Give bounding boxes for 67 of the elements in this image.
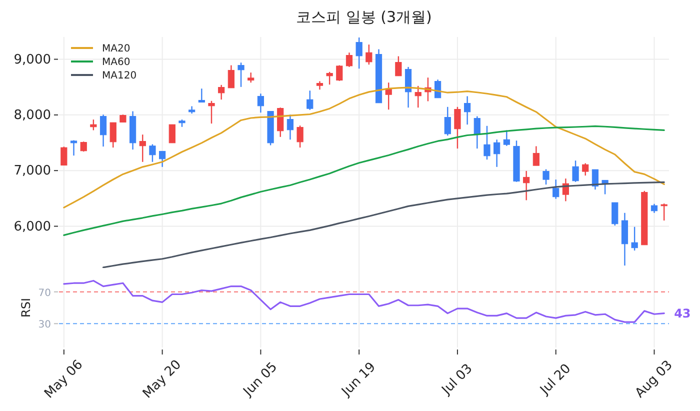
candlestick	[248, 72, 254, 84]
y-tick-label: 30	[38, 320, 51, 331]
x-tick-label: Jul 03	[438, 361, 476, 398]
x-tick-label: Jul 20	[536, 361, 574, 398]
data-label: 43	[674, 306, 691, 320]
y-tick-label: 9,000	[14, 52, 51, 68]
x-tick-label: Jun 19	[338, 360, 379, 400]
candlestick	[296, 124, 304, 148]
candlestick	[60, 146, 68, 166]
candlestick	[168, 124, 176, 144]
candlestick	[523, 170, 530, 201]
candlestick	[326, 71, 333, 86]
y-tick-label: 6,000	[14, 219, 51, 234]
candlestick	[464, 96, 471, 126]
y-tick-label: 70	[38, 288, 51, 299]
candlestick	[414, 85, 422, 108]
legend-label: MA20	[102, 44, 130, 54]
candlestick	[494, 138, 500, 168]
candlestick	[503, 130, 510, 146]
candlestick	[356, 37, 362, 70]
candlestick	[198, 88, 205, 103]
candlestick	[444, 106, 451, 136]
legend-label: MA60	[102, 57, 130, 68]
candlestick	[159, 150, 166, 168]
candlestick	[454, 106, 461, 150]
chart-title: 코스피 일봉 (3개월)	[296, 8, 432, 26]
candlestick	[286, 114, 294, 140]
candlestick	[385, 82, 392, 110]
candlestick	[336, 64, 343, 82]
line-series	[63, 280, 665, 323]
candlestick	[572, 160, 579, 182]
candlestick	[139, 134, 146, 163]
candlestick	[484, 125, 490, 160]
candlestick	[208, 100, 215, 124]
candlestick	[110, 122, 116, 148]
candlestick	[149, 144, 156, 163]
candlestick	[228, 64, 234, 89]
candlestick	[592, 168, 599, 190]
candlestick	[612, 202, 618, 226]
candlestick	[542, 168, 550, 186]
candlestick	[660, 202, 668, 222]
candlestick	[582, 162, 589, 176]
x-tick-label: Jun 05	[240, 360, 280, 400]
y-axis-title: RSI	[19, 298, 33, 318]
candlestick	[238, 62, 244, 88]
candlestick	[346, 52, 353, 68]
candlestick	[306, 90, 314, 111]
x-tick-label: Aug 03	[632, 358, 676, 402]
legend-label: MA120	[102, 70, 137, 82]
candlestick	[218, 84, 225, 100]
candlestick	[621, 212, 628, 266]
candlestick	[277, 106, 284, 138]
candlestick	[70, 140, 78, 156]
candlestick	[650, 203, 658, 214]
candlestick	[631, 226, 638, 252]
candlestick	[90, 118, 97, 131]
candlestick	[552, 178, 560, 200]
candlestick	[474, 116, 480, 150]
candlestick	[395, 56, 402, 77]
y-tick-label: 7,000	[14, 164, 51, 179]
y-tick-label: 8,000	[14, 108, 51, 123]
candlestick	[100, 114, 107, 148]
candlestick	[532, 146, 540, 166]
candlestick	[366, 44, 372, 66]
candlestick	[404, 66, 412, 108]
candlestick	[80, 140, 87, 152]
candlestick	[257, 93, 264, 114]
